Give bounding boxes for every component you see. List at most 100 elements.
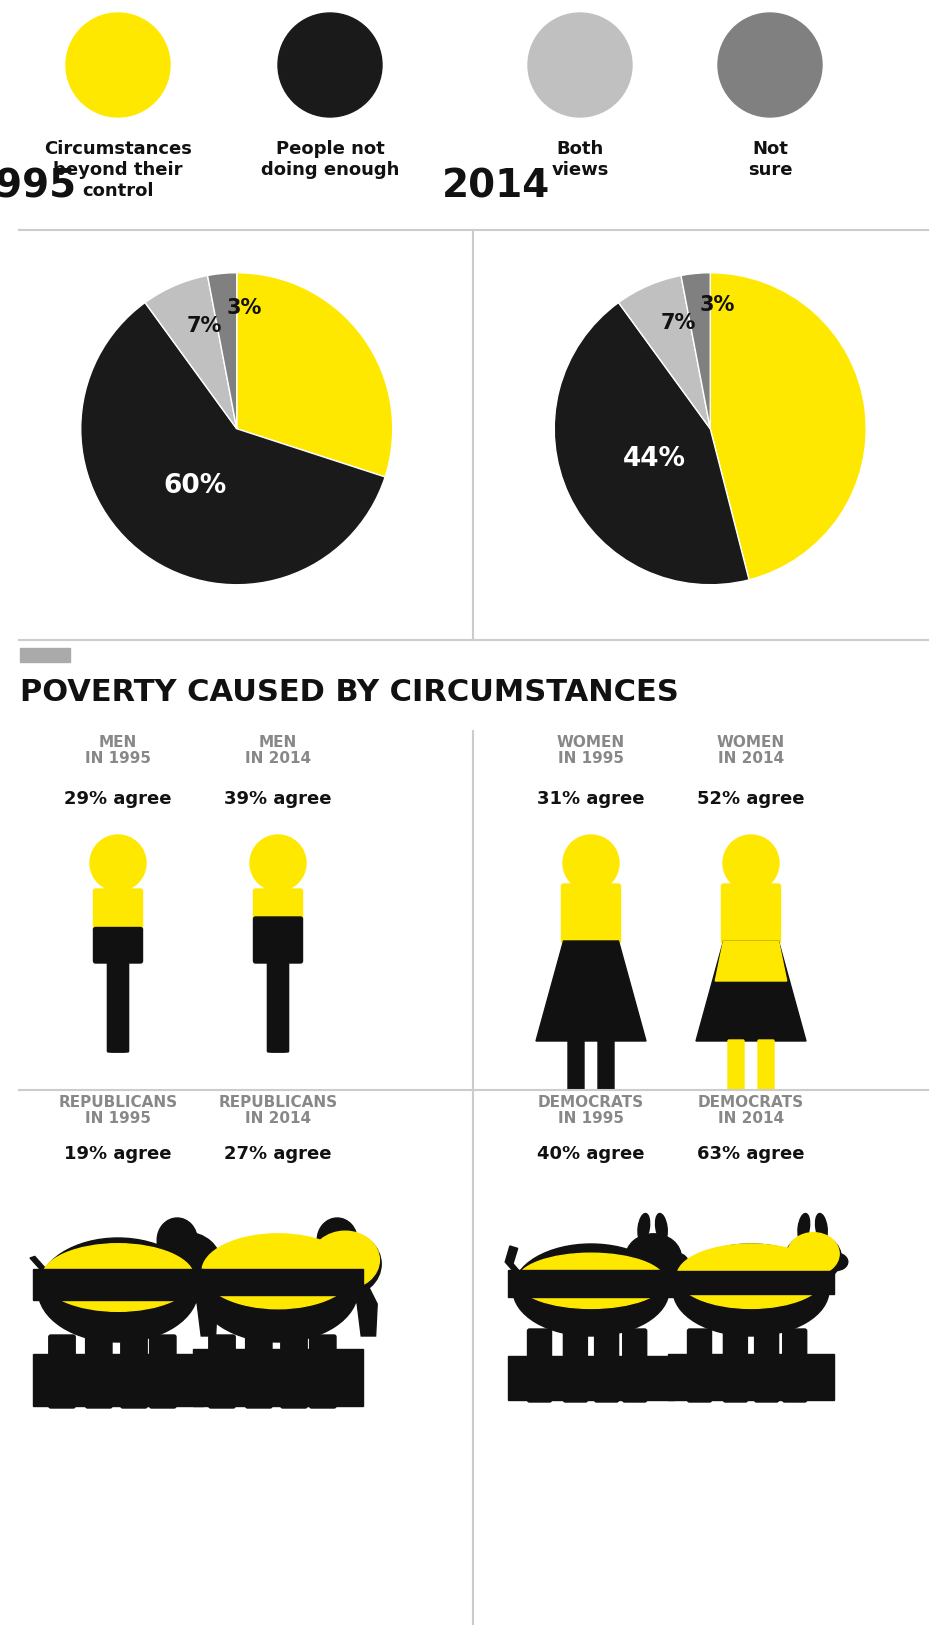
FancyBboxPatch shape	[310, 1336, 336, 1407]
Ellipse shape	[638, 1214, 650, 1242]
Text: 29% agree: 29% agree	[64, 790, 171, 808]
FancyBboxPatch shape	[111, 960, 129, 1051]
Text: DEMOCRATS
IN 1995: DEMOCRATS IN 1995	[538, 1095, 644, 1126]
Polygon shape	[505, 1246, 524, 1277]
Wedge shape	[145, 276, 237, 429]
Text: 52% agree: 52% agree	[697, 790, 805, 808]
Wedge shape	[681, 273, 710, 429]
Text: WOMEN
IN 1995: WOMEN IN 1995	[557, 734, 625, 767]
Polygon shape	[349, 1280, 377, 1336]
Ellipse shape	[788, 1233, 839, 1276]
Text: MEN
IN 2014: MEN IN 2014	[245, 734, 311, 767]
Ellipse shape	[42, 1243, 194, 1311]
Polygon shape	[696, 941, 806, 1042]
Ellipse shape	[517, 1253, 665, 1308]
Text: Not
sure: Not sure	[748, 140, 793, 179]
FancyBboxPatch shape	[623, 1329, 647, 1402]
Text: Both
views: Both views	[551, 140, 609, 179]
FancyBboxPatch shape	[782, 1329, 807, 1402]
Text: 31% agree: 31% agree	[537, 790, 645, 808]
FancyBboxPatch shape	[688, 1329, 711, 1402]
FancyBboxPatch shape	[508, 1269, 674, 1297]
Ellipse shape	[664, 1253, 688, 1271]
FancyBboxPatch shape	[508, 1355, 674, 1401]
FancyBboxPatch shape	[208, 1336, 235, 1407]
FancyBboxPatch shape	[193, 1349, 363, 1406]
FancyBboxPatch shape	[245, 1336, 272, 1407]
Ellipse shape	[157, 1219, 197, 1263]
Polygon shape	[665, 1246, 684, 1277]
Circle shape	[723, 835, 779, 890]
Ellipse shape	[310, 1232, 382, 1297]
Ellipse shape	[798, 1214, 810, 1242]
Text: 63% agree: 63% agree	[697, 1146, 805, 1164]
FancyBboxPatch shape	[562, 884, 620, 942]
FancyBboxPatch shape	[568, 1040, 584, 1097]
FancyBboxPatch shape	[598, 1040, 614, 1097]
FancyBboxPatch shape	[121, 1336, 147, 1407]
Ellipse shape	[317, 1219, 357, 1263]
FancyBboxPatch shape	[267, 960, 285, 1051]
Wedge shape	[618, 276, 710, 429]
FancyBboxPatch shape	[254, 889, 302, 921]
FancyBboxPatch shape	[254, 916, 302, 964]
Circle shape	[250, 835, 306, 890]
Wedge shape	[80, 302, 385, 585]
Text: 46%: 46%	[743, 406, 807, 432]
FancyBboxPatch shape	[281, 1336, 307, 1407]
Polygon shape	[536, 941, 646, 1042]
FancyBboxPatch shape	[595, 1329, 618, 1402]
Text: REPUBLICANS
IN 2014: REPUBLICANS IN 2014	[219, 1095, 337, 1126]
Ellipse shape	[625, 1233, 682, 1282]
Text: POVERTY CAUSED BY CIRCUMSTANCES: POVERTY CAUSED BY CIRCUMSTANCES	[20, 678, 679, 707]
FancyBboxPatch shape	[94, 928, 142, 964]
Text: 7%: 7%	[187, 315, 223, 336]
Polygon shape	[190, 1256, 207, 1274]
Text: Circumstances
beyond their
control: Circumstances beyond their control	[45, 140, 192, 200]
Text: DEMOCRATS
IN 2014: DEMOCRATS IN 2014	[698, 1095, 804, 1126]
Wedge shape	[554, 302, 749, 585]
FancyBboxPatch shape	[527, 1329, 551, 1402]
Ellipse shape	[202, 1233, 354, 1308]
FancyBboxPatch shape	[722, 884, 780, 942]
FancyBboxPatch shape	[724, 1329, 747, 1402]
FancyBboxPatch shape	[20, 648, 70, 661]
FancyBboxPatch shape	[33, 1354, 203, 1406]
FancyBboxPatch shape	[668, 1271, 834, 1294]
FancyBboxPatch shape	[563, 1329, 587, 1402]
Ellipse shape	[150, 1232, 222, 1297]
Text: People not
doing enough: People not doing enough	[260, 140, 400, 179]
FancyBboxPatch shape	[49, 1336, 75, 1407]
Ellipse shape	[824, 1253, 848, 1271]
Text: 60%: 60%	[164, 473, 227, 499]
FancyBboxPatch shape	[85, 1336, 112, 1407]
Text: 1995: 1995	[0, 167, 77, 206]
Text: 44%: 44%	[623, 445, 686, 471]
Text: REPUBLICANS
IN 1995: REPUBLICANS IN 1995	[59, 1095, 177, 1126]
Text: 3%: 3%	[226, 297, 261, 317]
Ellipse shape	[198, 1238, 358, 1342]
Text: 3%: 3%	[700, 294, 735, 315]
Circle shape	[90, 835, 146, 890]
Wedge shape	[237, 273, 393, 478]
FancyBboxPatch shape	[728, 1040, 744, 1097]
FancyBboxPatch shape	[150, 1336, 176, 1407]
Circle shape	[66, 13, 170, 117]
Text: 39% agree: 39% agree	[224, 790, 331, 808]
FancyBboxPatch shape	[33, 1269, 203, 1300]
Polygon shape	[189, 1280, 217, 1336]
Circle shape	[718, 13, 822, 117]
Text: 30%: 30%	[252, 361, 315, 387]
Ellipse shape	[655, 1214, 668, 1242]
Ellipse shape	[677, 1245, 825, 1308]
FancyBboxPatch shape	[668, 1354, 834, 1401]
Ellipse shape	[673, 1245, 829, 1336]
Ellipse shape	[815, 1214, 828, 1242]
FancyBboxPatch shape	[107, 960, 125, 1051]
FancyBboxPatch shape	[758, 1040, 774, 1097]
Circle shape	[528, 13, 632, 117]
FancyBboxPatch shape	[94, 889, 142, 931]
Text: 27% agree: 27% agree	[224, 1146, 331, 1164]
Text: 2014: 2014	[441, 167, 550, 206]
Ellipse shape	[785, 1233, 841, 1282]
